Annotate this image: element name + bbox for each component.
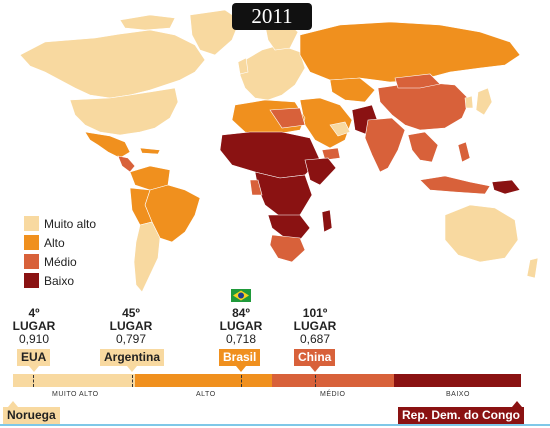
- region-philippines: [457, 141, 471, 163]
- region-caribbean: [139, 147, 161, 155]
- country-tag-brasil: Brasil: [219, 349, 261, 366]
- scale-tick-china: [315, 375, 316, 387]
- region-gabon: [249, 179, 263, 196]
- pointer-argentina: [127, 366, 137, 372]
- ranking-position: 84º: [232, 306, 250, 320]
- scale-segment-baixo: [394, 374, 521, 387]
- ranking-lugar: LUGAR: [12, 319, 56, 333]
- region-japan: [475, 87, 493, 116]
- pointer-noruega: [8, 401, 18, 407]
- region-yemen: [321, 147, 341, 161]
- region-uk: [237, 57, 249, 75]
- region-kazakhstan: [329, 77, 376, 103]
- region-south-africa-botswana: [269, 234, 306, 263]
- legend-label: Alto: [44, 235, 65, 250]
- scale-segment-medio-b: [304, 374, 394, 387]
- region-mexico: [84, 131, 131, 159]
- region-egypt-libya: [269, 107, 306, 129]
- brazil-flag-icon: [231, 289, 251, 302]
- region-new-zealand: [526, 257, 539, 279]
- region-indonesia: [419, 175, 491, 195]
- scale-segment-medio-a: [272, 374, 304, 387]
- region-horn-of-africa: [304, 157, 337, 186]
- ranking-lugar: LUGAR: [109, 319, 153, 333]
- ranking-argentina: 45º LUGAR 0,797: [101, 307, 161, 346]
- ranking-value: 0,687: [299, 332, 331, 346]
- region-southeast-asia: [407, 131, 439, 163]
- legend-swatch: [24, 216, 39, 231]
- region-papua: [491, 179, 521, 195]
- world-map: [19, 9, 539, 293]
- region-arctic-islands: [119, 14, 176, 31]
- ranking-value: 0,718: [225, 332, 257, 346]
- ranking-eua: 4º LUGAR 0,910: [4, 307, 64, 346]
- country-tag-noruega: Noruega: [3, 407, 60, 424]
- region-madagascar: [321, 209, 333, 233]
- region-india: [364, 117, 406, 173]
- pointer-brasil: [236, 366, 246, 372]
- ranking-position: 45º: [122, 306, 140, 320]
- country-tag-eua: EUA: [17, 349, 51, 366]
- ranking-china: 101º LUGAR 0,687: [285, 307, 345, 346]
- region-usa: [69, 87, 179, 136]
- region-central-africa: [254, 171, 313, 219]
- country-tag-congo: Rep. Dem. do Congo: [398, 407, 524, 424]
- ranking-position: 4º: [28, 306, 40, 320]
- region-sahel: [219, 131, 321, 179]
- scale-tick-eua: [33, 375, 34, 387]
- legend-item-baixo: Baixo: [24, 271, 96, 290]
- region-china: [377, 81, 471, 131]
- legend-swatch: [24, 273, 39, 288]
- region-canada: [19, 29, 206, 99]
- scale-label-baixo: BAIXO: [446, 391, 470, 398]
- legend-item-alto: Alto: [24, 233, 96, 252]
- region-australia: [444, 204, 519, 263]
- scale-segment-alto: [135, 374, 272, 387]
- scale-label-muito-alto: MUITO ALTO: [52, 391, 99, 398]
- ranking-brasil: 84º LUGAR 0,718: [211, 307, 271, 346]
- region-europe: [239, 44, 306, 101]
- legend-item-muito-alto: Muito alto: [24, 214, 96, 233]
- year-title: 2011: [232, 3, 312, 30]
- ranking-value: 0,910: [18, 332, 50, 346]
- scale-segment-muito-alto: [13, 374, 135, 387]
- region-korea: [464, 95, 474, 109]
- region-russia: [299, 21, 521, 83]
- legend: Muito alto Alto Médio Baixo: [24, 214, 96, 290]
- scale-label-medio: MÉDIO: [320, 391, 346, 398]
- ranking-lugar: LUGAR: [219, 319, 263, 333]
- hdi-scale-bar: [13, 374, 521, 387]
- legend-swatch: [24, 254, 39, 269]
- scale-label-alto: ALTO: [196, 391, 216, 398]
- scale-tick-brasil: [241, 375, 242, 387]
- country-tag-argentina: Argentina: [100, 349, 165, 366]
- legend-swatch: [24, 235, 39, 250]
- ranking-position: 101º: [302, 306, 328, 320]
- region-greenland: [189, 9, 241, 56]
- country-tag-china: China: [294, 349, 336, 366]
- bottom-divider: [0, 424, 550, 426]
- region-gulf: [329, 121, 351, 137]
- ranking-lugar: LUGAR: [293, 319, 337, 333]
- legend-label: Baixo: [44, 273, 75, 288]
- pointer-eua: [29, 366, 39, 372]
- scale-tick-argentina: [132, 375, 133, 387]
- region-argentina-chile: [133, 221, 161, 293]
- legend-item-medio: Médio: [24, 252, 96, 271]
- ranking-value: 0,797: [115, 332, 147, 346]
- region-mongolia: [394, 73, 441, 89]
- legend-label: Médio: [44, 254, 77, 269]
- pointer-congo: [512, 401, 522, 407]
- pointer-china: [310, 366, 320, 372]
- legend-label: Muito alto: [44, 216, 97, 231]
- region-central-america: [117, 155, 136, 173]
